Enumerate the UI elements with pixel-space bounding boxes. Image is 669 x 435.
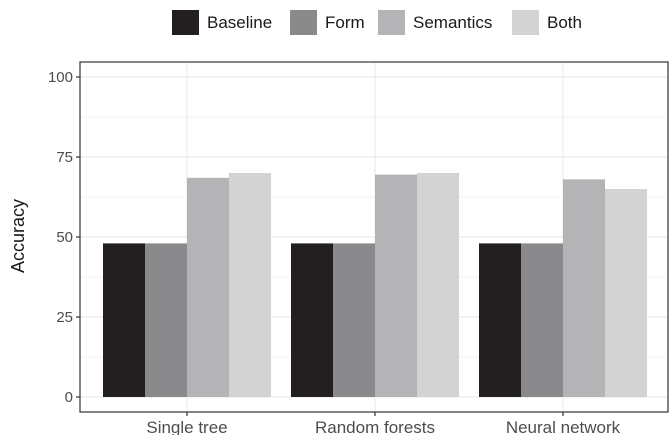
legend-label-baseline: Baseline — [207, 13, 272, 32]
y-tick-label: 25 — [56, 309, 73, 326]
bar-form-random-forests — [333, 243, 375, 397]
legend-label-semantics: Semantics — [413, 13, 492, 32]
y-tick-label: 0 — [65, 389, 73, 406]
bar-baseline-single-tree — [103, 243, 145, 397]
plot-area: 0 25 50 75 100 Single tree Random forests Neura… — [48, 61, 669, 435]
bar-both-random-forests — [417, 173, 459, 397]
bar-form-single-tree — [145, 243, 187, 397]
bar-semantics-single-tree — [187, 177, 229, 397]
y-tick-label: 100 — [48, 69, 73, 86]
bar-semantics-neural-network — [563, 179, 605, 397]
bar-both-single-tree — [229, 173, 271, 397]
legend-label-both: Both — [547, 13, 582, 32]
x-tick-label: Neural network — [506, 418, 621, 435]
y-axis-title: Accuracy — [8, 199, 28, 273]
y-tick-label: 75 — [56, 149, 73, 166]
bar-baseline-random-forests — [291, 243, 333, 397]
legend-key-both — [512, 10, 539, 35]
x-tick-label: Single tree — [146, 418, 227, 435]
bar-form-neural-network — [521, 243, 563, 397]
bar-semantics-random-forests — [375, 174, 417, 397]
legend-key-form — [290, 10, 317, 35]
bar-both-neural-network — [605, 189, 647, 397]
legend-key-baseline — [172, 10, 199, 35]
legend-label-form: Form — [325, 13, 365, 32]
legend-key-semantics — [378, 10, 405, 35]
y-tick-label: 50 — [56, 229, 73, 246]
x-tick-label: Random forests — [315, 418, 435, 435]
legend: Baseline Form Semantics Both — [172, 10, 582, 35]
bar-baseline-neural-network — [479, 243, 521, 397]
